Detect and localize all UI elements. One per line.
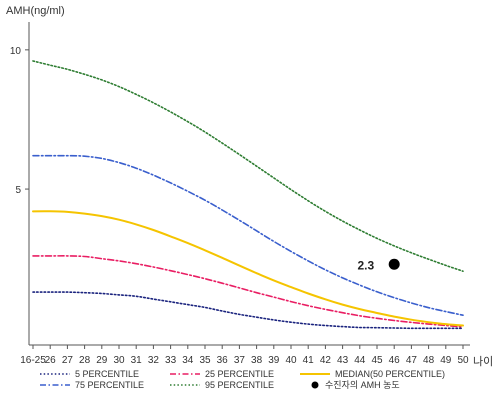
- x-axis-title: 나이: [473, 355, 493, 368]
- x-tick-label: 43: [337, 355, 349, 366]
- series-line-5-percentile: [32, 291, 464, 330]
- x-tick-label: 38: [251, 355, 263, 366]
- legend-label-95-percentile: 95 PERCENTILE: [205, 380, 274, 390]
- y-tick-label: 5: [15, 185, 21, 196]
- series-line-median-50-percentile: [32, 210, 464, 327]
- x-tick-label: 47: [406, 355, 418, 366]
- legend-label-patient-amh: 수진자의 AMH 농도: [325, 380, 400, 390]
- legend-label-25-percentile: 25 PERCENTILE: [205, 369, 274, 379]
- x-tick-label: 37: [234, 355, 246, 366]
- x-tick-label: 31: [131, 355, 143, 366]
- x-tick-label: 34: [182, 355, 194, 366]
- x-tick-label: 36: [217, 355, 229, 366]
- legend-label-5-percentile: 5 PERCENTILE: [75, 369, 139, 379]
- x-tick-label: 35: [199, 355, 211, 366]
- x-tick-label: 41: [303, 355, 315, 366]
- legend-label-median-50-percentile: MEDIAN(50 PERCENTILE): [335, 369, 445, 379]
- x-tick-label: 16-25: [20, 355, 46, 366]
- x-tick-label: 46: [389, 355, 401, 366]
- series-lines: [32, 60, 464, 330]
- legend-swatch-patient-amh: [311, 381, 319, 389]
- x-tick-label: 28: [79, 355, 91, 366]
- x-tick-label: 50: [457, 355, 469, 366]
- y-axis-title: AMH(ng/ml): [6, 5, 65, 17]
- x-tick-label: 27: [62, 355, 74, 366]
- x-tick-label: 29: [96, 355, 108, 366]
- axes: AMH(ng/ml) 나이: [6, 5, 493, 368]
- x-tick-label: 49: [440, 355, 452, 366]
- x-tick-label: 30: [113, 355, 125, 366]
- x-tick-label: 39: [268, 355, 280, 366]
- legend-label-75-percentile: 75 PERCENTILE: [75, 380, 144, 390]
- patient-annotation: 2.3: [358, 258, 400, 272]
- x-tick-label: 44: [354, 355, 366, 366]
- series-line-95-percentile: [32, 60, 464, 272]
- y-ticks: 5 10: [10, 46, 29, 196]
- patient-amh-value-label: 2.3: [358, 258, 375, 272]
- patient-amh-point: [388, 258, 400, 270]
- x-tick-label: 45: [371, 355, 383, 366]
- x-tick-label: 26: [45, 355, 57, 366]
- x-tick-label: 32: [148, 355, 160, 366]
- x-tick-label: 33: [165, 355, 177, 366]
- x-tick-label: 40: [285, 355, 297, 366]
- y-tick-label: 10: [10, 46, 22, 57]
- x-tick-label: 42: [320, 355, 332, 366]
- x-tick-label: 48: [423, 355, 435, 366]
- series-line-75-percentile: [32, 154, 464, 316]
- series-line-25-percentile: [32, 255, 464, 328]
